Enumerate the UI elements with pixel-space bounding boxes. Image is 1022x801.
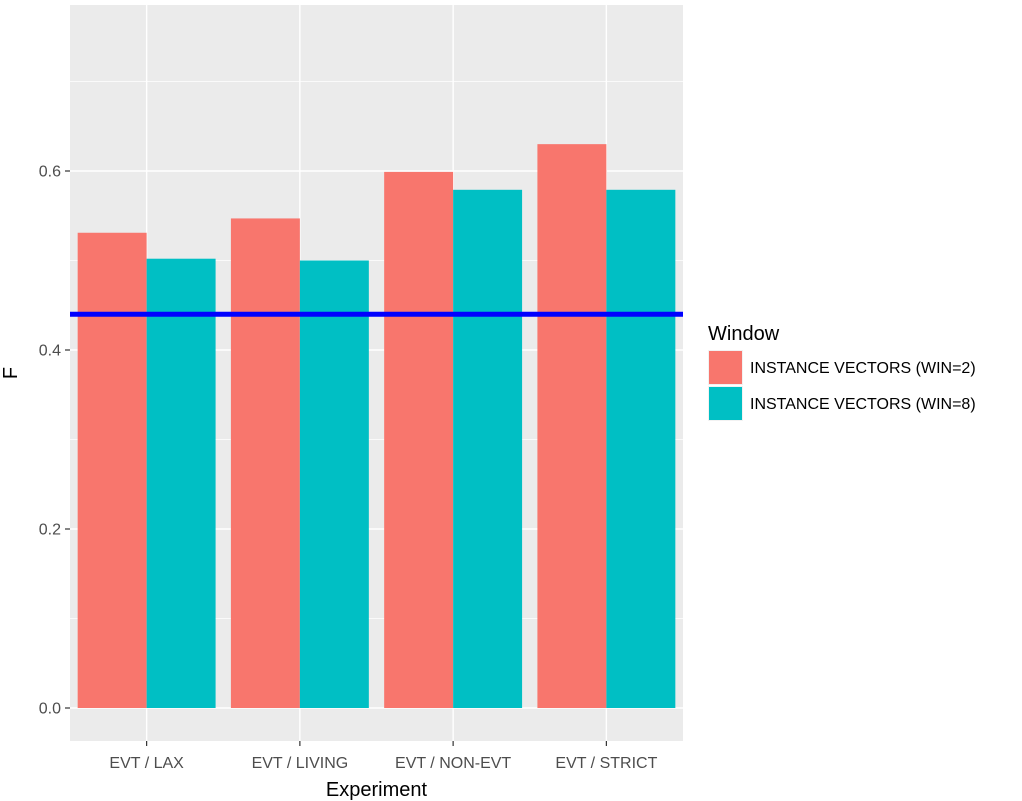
- y-tick-label: 0.2: [39, 522, 61, 539]
- legend-key: [709, 387, 742, 420]
- legend-title: Window: [708, 323, 780, 345]
- legend-items: INSTANCE VECTORS (WIN=2) INSTANCE VECTORS…: [708, 350, 976, 421]
- y-tick-label: 0.6: [39, 164, 61, 181]
- x-axis-title: Experiment: [326, 779, 428, 801]
- bar: [537, 144, 607, 708]
- legend: Window INSTANCE VECTORS (WIN=2)INSTANCE …: [708, 323, 976, 421]
- bars: [77, 144, 676, 709]
- axes: 0.0 0.2 0.4 0.6 EVT / LAX EVT / LIVING EVT / N…: [39, 164, 658, 773]
- y-axis-title: F: [0, 367, 22, 379]
- bar: [230, 218, 300, 708]
- y-tick-label: 0.0: [39, 701, 61, 718]
- x-tick-label: EVT / NON-EVT: [395, 755, 511, 772]
- bar: [453, 189, 523, 709]
- bar: [146, 258, 216, 708]
- x-tick-label: EVT / LIVING: [252, 755, 349, 772]
- legend-label: INSTANCE VECTORS (WIN=2): [750, 360, 976, 377]
- x-tick-label: EVT / STRICT: [555, 755, 657, 772]
- bar: [384, 171, 454, 708]
- bar: [606, 189, 676, 709]
- bar: [77, 232, 147, 708]
- legend-label: INSTANCE VECTORS (WIN=8): [750, 396, 976, 413]
- y-tick-label: 0.4: [39, 343, 61, 360]
- bar: [299, 260, 369, 708]
- x-tick-label: EVT / LAX: [109, 755, 184, 772]
- legend-key: [709, 351, 742, 384]
